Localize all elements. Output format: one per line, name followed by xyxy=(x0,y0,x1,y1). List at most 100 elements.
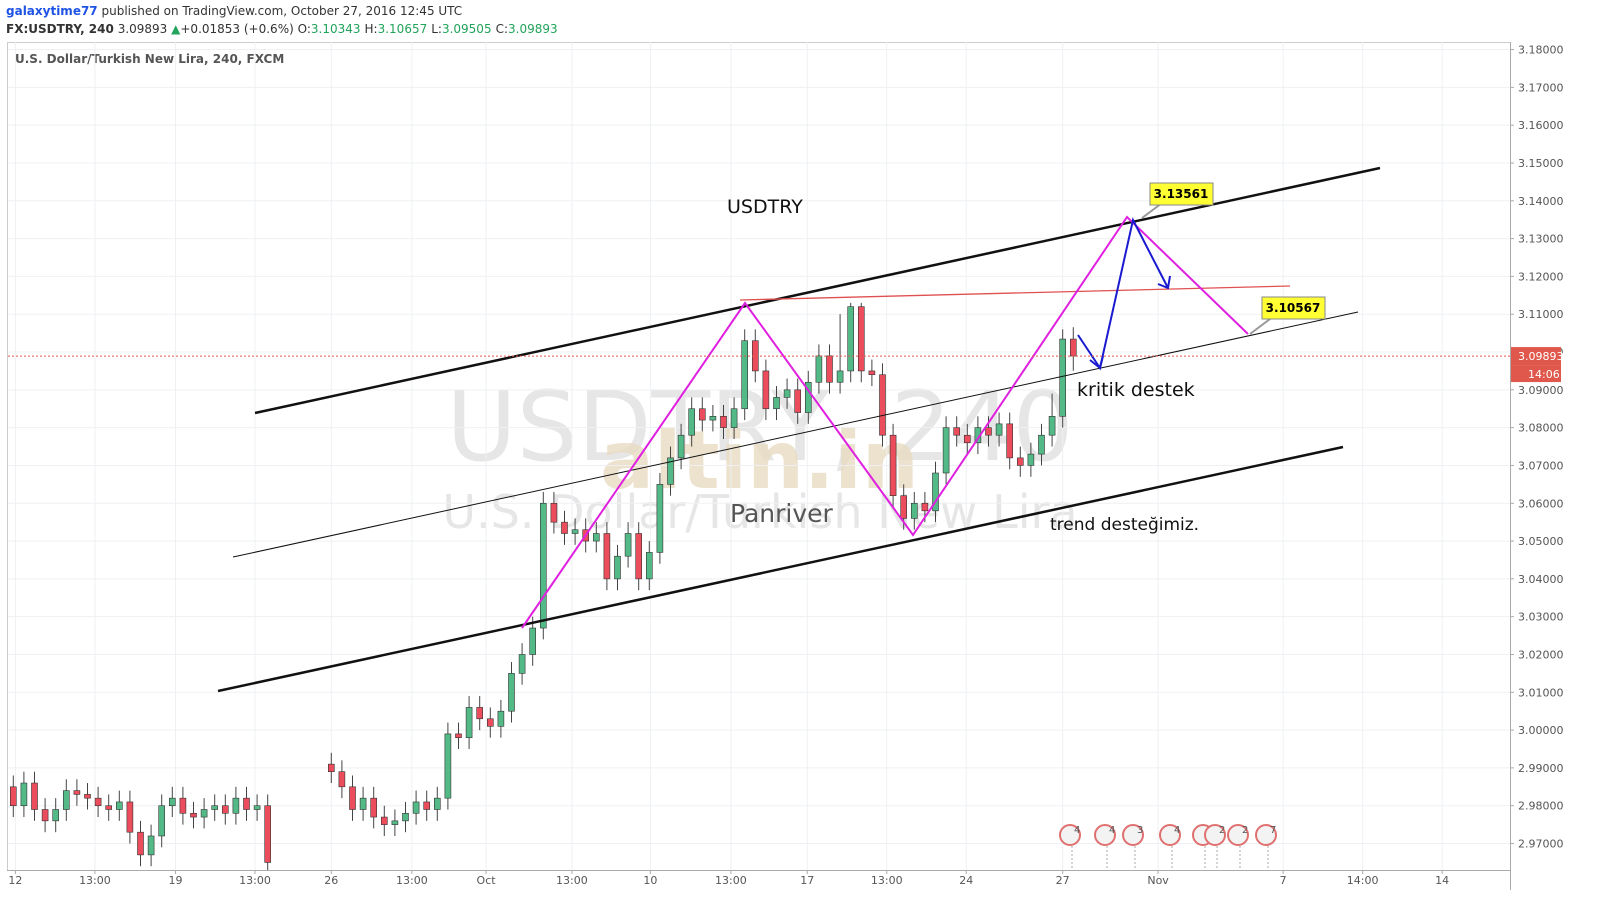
candle-body xyxy=(359,797,367,810)
y-tick-label: 3.18000 xyxy=(1518,44,1564,57)
watermark-name: U.S. Dollar/Turkish New Lira xyxy=(442,485,1077,539)
candle-body xyxy=(741,340,748,410)
y-tick-label: 3.05000 xyxy=(1518,535,1564,548)
annotation: kritik destek xyxy=(1077,379,1195,401)
x-tick-label: 12 xyxy=(8,874,22,887)
candle-body xyxy=(508,673,515,712)
y-tick-label: 3.17000 xyxy=(1518,81,1564,94)
ohlc-label: O: xyxy=(297,22,311,36)
candle-body xyxy=(921,502,929,512)
candle-body xyxy=(730,408,738,428)
candle-body xyxy=(995,423,1003,436)
channel-middle xyxy=(232,311,1359,558)
event-count: 4 xyxy=(1174,825,1180,836)
published: published on TradingView.com, October 27… xyxy=(101,4,463,18)
header-line: FX:USDTRY, 240 3.09893 ▲+0.01853 (+0.6%)… xyxy=(6,20,562,38)
event-icon xyxy=(1059,824,1081,846)
x-tick-label: Oct xyxy=(477,874,497,887)
x-tick-label: 14 xyxy=(1435,874,1449,887)
arrow: ▲ xyxy=(171,22,181,36)
candle-body xyxy=(773,397,780,410)
candle-body xyxy=(518,654,526,674)
event-icon xyxy=(1204,824,1226,846)
candle-body xyxy=(327,763,335,772)
last-price-label: 3.09893 xyxy=(1518,350,1564,363)
candle-body xyxy=(412,801,420,814)
header-line: galaxytime77 published on TradingView.co… xyxy=(6,2,562,20)
candle-body xyxy=(486,718,494,727)
candle-body xyxy=(73,790,81,795)
x-tick-label: 10 xyxy=(643,874,657,887)
candle-body xyxy=(656,484,664,553)
ohlc-value: 3.09893 xyxy=(508,22,558,36)
candle-body xyxy=(667,457,674,485)
candle-body xyxy=(1016,457,1024,466)
y-tick-label: 3.03000 xyxy=(1518,611,1564,624)
event-icon xyxy=(1227,824,1249,846)
y-tick-label: 3.00000 xyxy=(1518,724,1564,737)
x-tick-label: 17 xyxy=(800,874,814,887)
candle-body xyxy=(444,733,452,799)
symbol: FX:USDTRY, 240 xyxy=(6,22,114,36)
ohlc-label: L: xyxy=(431,22,442,36)
candle-body xyxy=(677,434,685,459)
candle-body xyxy=(232,797,240,814)
candle-body xyxy=(243,797,250,810)
candle-body xyxy=(709,416,717,421)
y-tick-label: 3.01000 xyxy=(1518,686,1564,699)
candle-body xyxy=(624,533,632,557)
candle-body xyxy=(550,502,558,523)
candle-body xyxy=(200,809,208,818)
change: +0.01853 (+0.6%) xyxy=(180,22,294,36)
x-tick-label: 26 xyxy=(324,874,338,887)
event-icon xyxy=(1255,824,1277,846)
y-tick-label: 2.98000 xyxy=(1518,800,1564,813)
candle-body xyxy=(645,552,653,580)
axes: 2.97000 2.98000 2.99000 3.00000 3.01000 3.020… xyxy=(8,44,1564,887)
ohlc-label: C: xyxy=(495,22,508,36)
x-tick-label: 24 xyxy=(959,874,973,887)
candle-body xyxy=(455,733,462,738)
candle-body xyxy=(571,529,579,534)
annotation: trend desteğimiz. xyxy=(1050,515,1199,535)
channel-lower xyxy=(217,445,1344,693)
candle-body xyxy=(953,427,960,436)
candle-body xyxy=(889,434,897,496)
candle-body xyxy=(879,374,886,436)
y-tick-label: 3.07000 xyxy=(1518,459,1564,472)
drawings: 3.13561 3.10567 USDTRY Panriver kritik d… xyxy=(217,166,1381,693)
candle-body xyxy=(1006,423,1013,459)
ohlc-value: 3.10657 xyxy=(377,22,428,36)
candle-body xyxy=(942,427,950,474)
x-tick-label: 13:00 xyxy=(79,874,111,887)
candle-body xyxy=(815,355,823,383)
candle-body xyxy=(179,797,187,814)
y-tick-label: 3.14000 xyxy=(1518,195,1564,208)
y-tick-label: 2.97000 xyxy=(1518,838,1564,851)
candle-body xyxy=(592,533,600,542)
event-icon xyxy=(1094,824,1116,846)
candle-body xyxy=(910,502,918,519)
candle-body xyxy=(168,797,176,807)
candle-body xyxy=(561,521,568,534)
x-tick-label: 13:00 xyxy=(239,874,271,887)
candle-body xyxy=(158,805,165,837)
event-icon xyxy=(1122,824,1144,846)
y-tick-label: 3.04000 xyxy=(1518,573,1564,586)
arrow-head xyxy=(1089,355,1104,370)
candle-body xyxy=(20,782,28,807)
y-tick-label: 3.13000 xyxy=(1518,233,1564,246)
y-tick-label: 3.15000 xyxy=(1518,157,1564,170)
user[interactable]: galaxytime77 xyxy=(6,4,98,18)
candle-body xyxy=(391,820,399,825)
candle-body xyxy=(794,389,801,413)
candle-body xyxy=(380,816,388,825)
chart-title: U.S. Dollar/Turkish New Lira, 240, FXCM xyxy=(15,52,284,66)
candle-body xyxy=(529,627,536,655)
last: 3.09893 xyxy=(117,22,168,36)
candle-body xyxy=(211,805,218,810)
annotation: USDTRY xyxy=(727,196,803,218)
arrow-head xyxy=(1157,275,1171,290)
